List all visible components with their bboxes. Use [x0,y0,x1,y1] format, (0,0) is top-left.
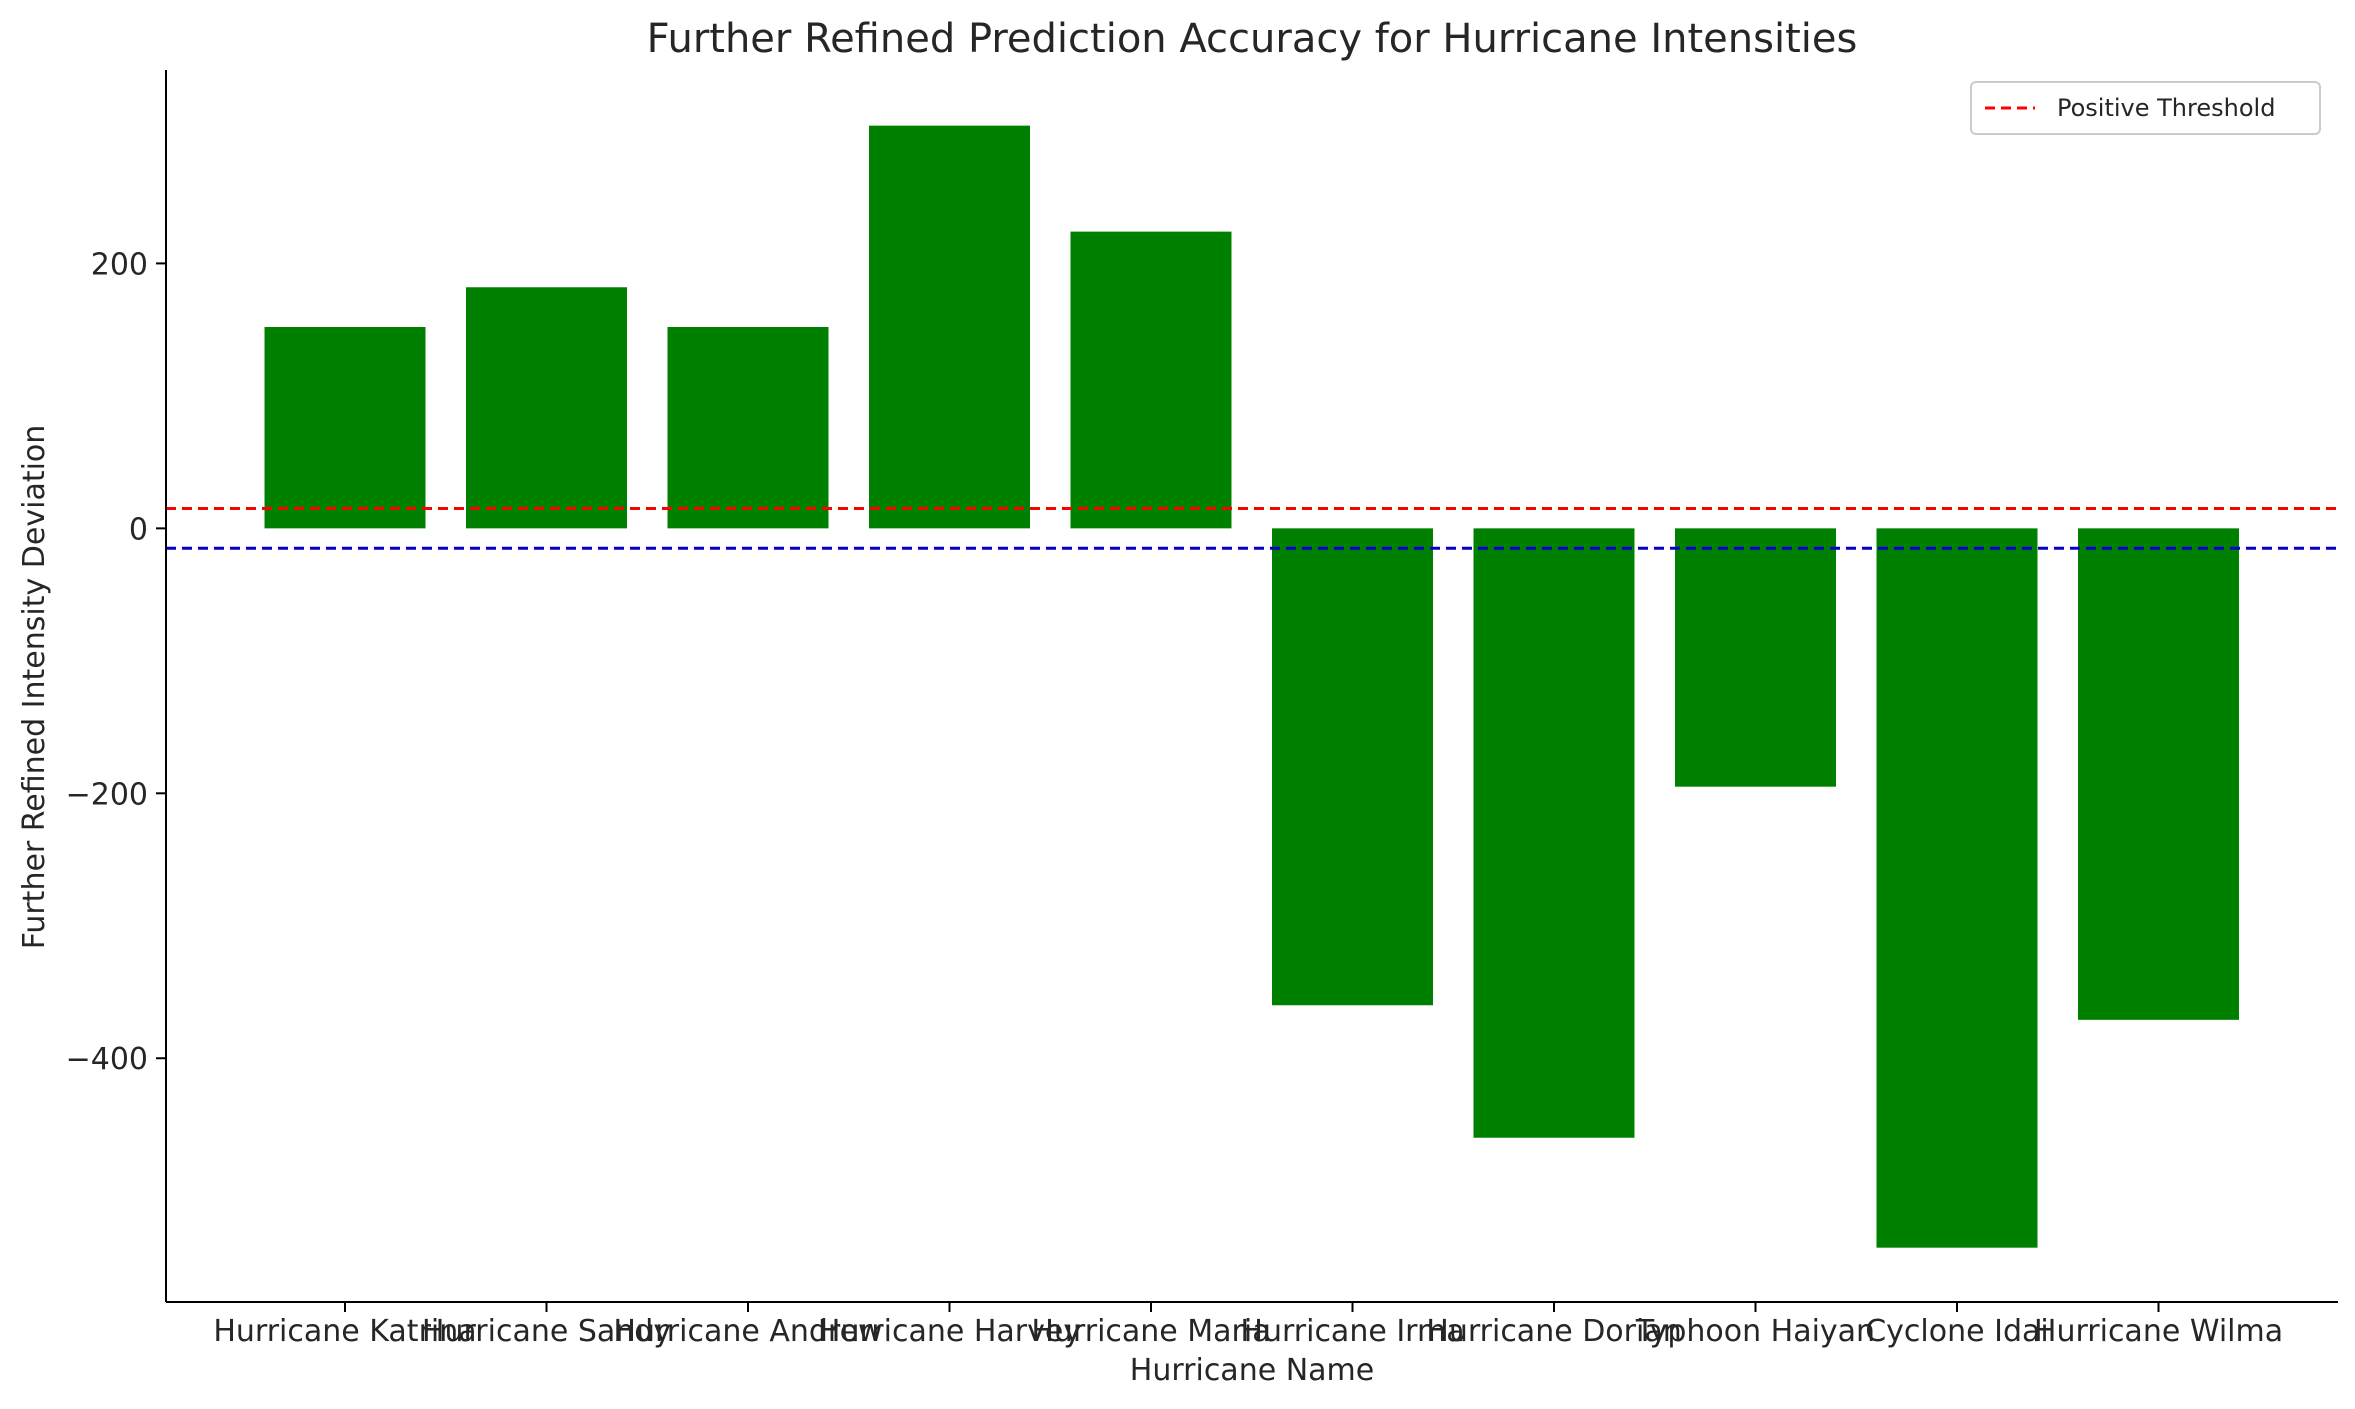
x-tick-label-hurricane-irma: Hurricane Irma [1240,1314,1464,1349]
x-tick-label-hurricane-maria: Hurricane Maria [1031,1314,1270,1349]
x-axis-label: Hurricane Name [1130,1353,1374,1388]
chart-title: Further Refined Prediction Accuracy for … [647,16,1858,62]
x-tick-label-hurricane-dorian: Hurricane Dorian [1426,1314,1681,1349]
bar-hurricane-katrina [264,326,426,529]
legend-label-positive-threshold: Positive Threshold [2057,94,2275,122]
x-tick-label-typhoon-haiyan: Typhoon Haiyan [1635,1314,1875,1349]
axes [165,70,2338,1303]
bar-cyclone-idai [1876,528,2038,1248]
y-tick-label--400: −400 [66,1042,148,1077]
x-tick-label-hurricane-sandy: Hurricane Sandy [422,1314,671,1349]
y-ticks: −400 −200 0 200 [66,247,166,1077]
x-tick-label-hurricane-andrew: Hurricane Andrew [613,1314,882,1349]
y-tick-label--200: −200 [66,777,148,812]
bar-hurricane-wilma [2078,528,2239,1020]
x-tick-label-cyclone-idai: Cyclone Idai [1865,1314,2049,1349]
x-tick-label-hurricane-harvey: Hurricane Harvey [818,1314,1081,1349]
bar-hurricane-sandy [466,287,627,529]
bar-hurricane-harvey [869,125,1030,529]
bars-group [264,125,2239,1248]
bar-hurricane-maria [1070,231,1232,529]
bar-hurricane-dorian [1473,528,1635,1138]
legend-box [1970,81,2321,135]
bar-hurricane-andrew [667,326,829,529]
bar-typhoon-haiyan [1675,528,1836,787]
x-tick-label-hurricane-katrina: Hurricane Katrina [213,1314,476,1349]
x-tick-label-hurricane-wilma: Hurricane Wilma [2034,1314,2283,1349]
y-axis-label: Further Refined Intensity Deviation [17,425,52,950]
legend: Positive Threshold [1970,81,2321,135]
threshold-lines [166,506,2338,550]
bar-hurricane-irma [1272,528,1433,1006]
y-tick-label-200: 200 [91,247,148,282]
y-tick-label-0: 0 [129,512,148,547]
